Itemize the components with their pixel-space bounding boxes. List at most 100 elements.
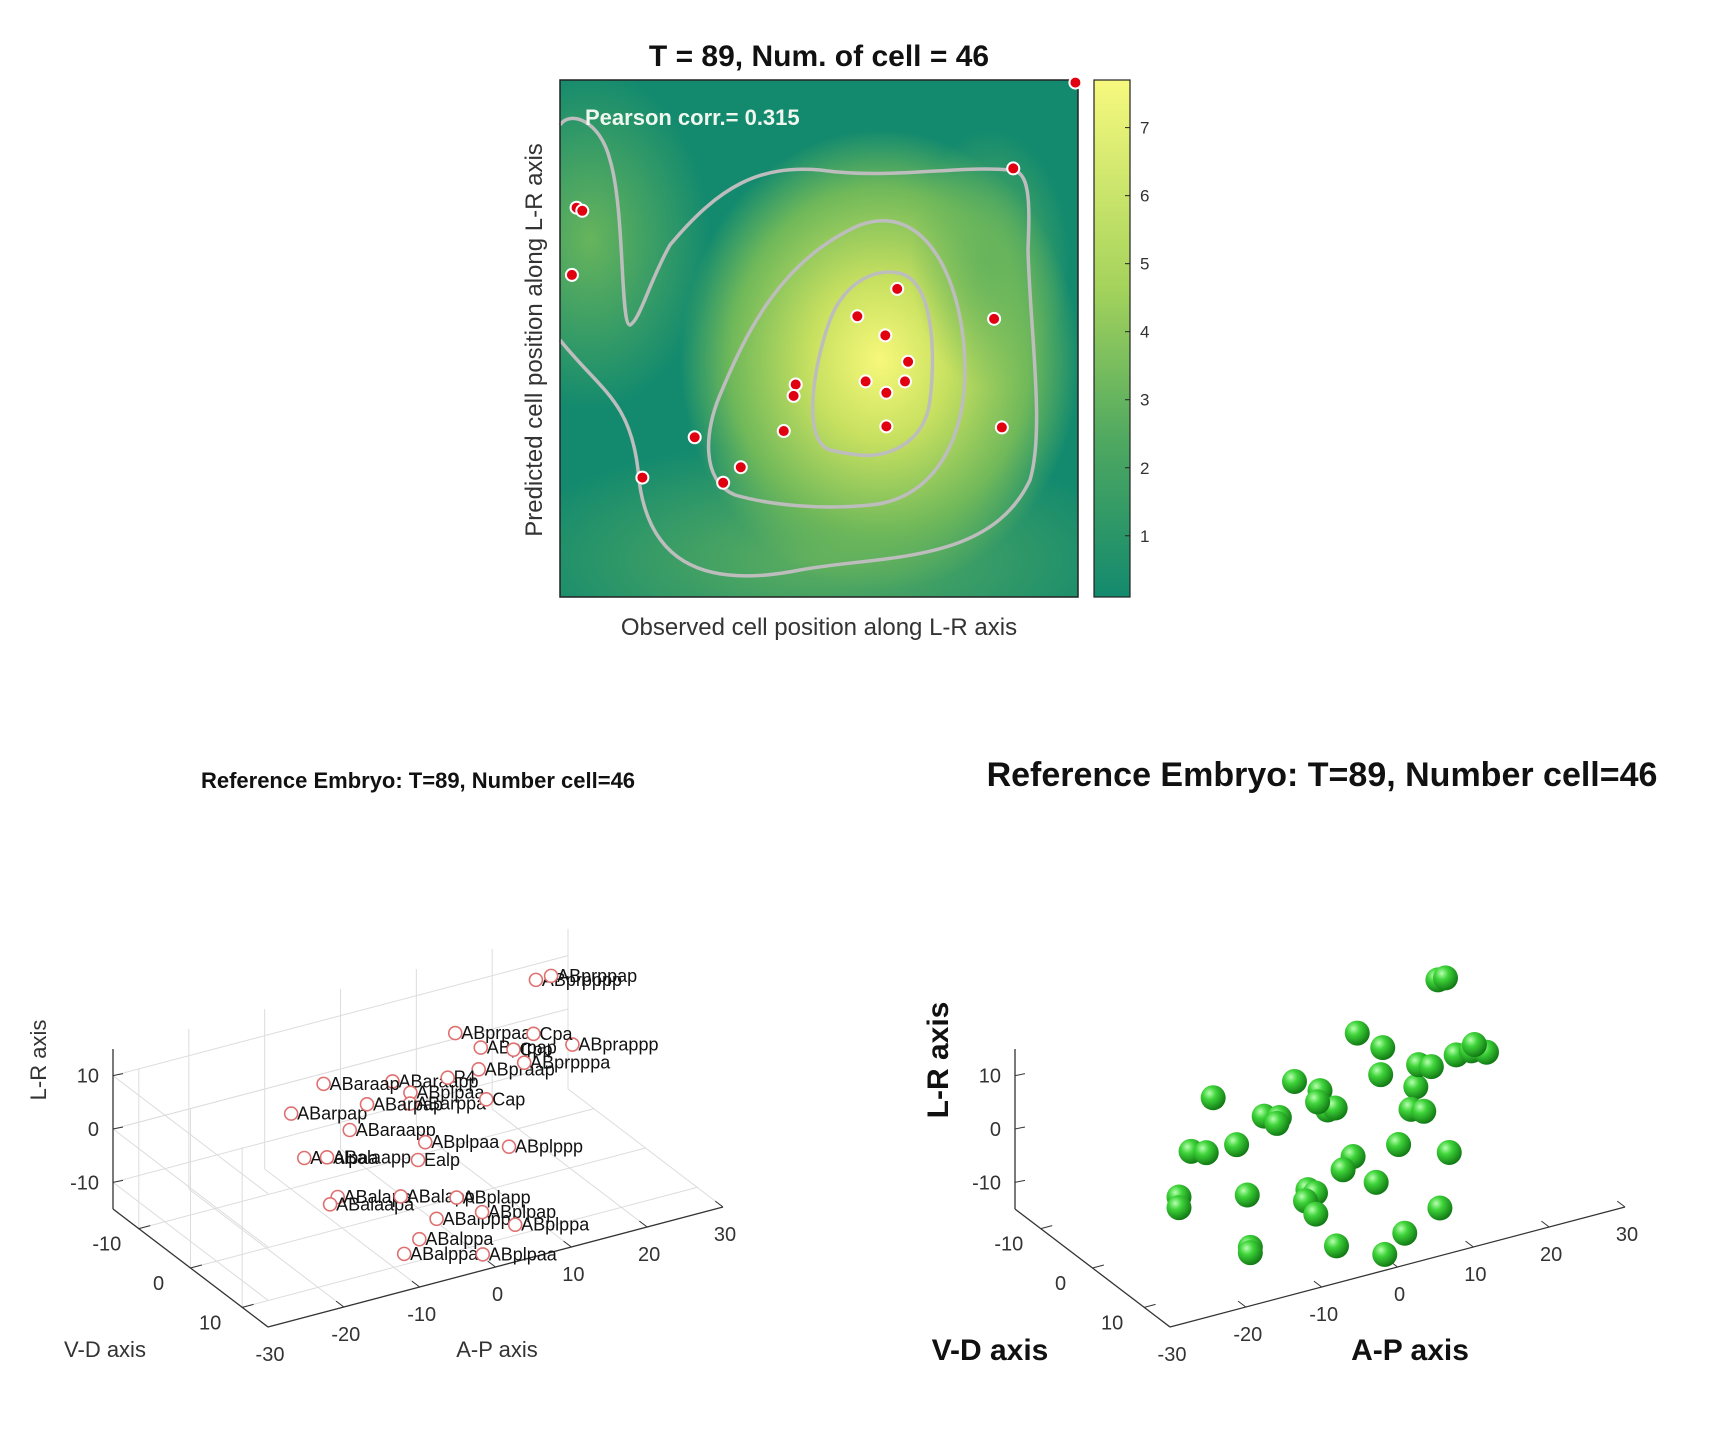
ap-tick-mark: [1616, 1200, 1626, 1208]
cell-sphere: [1392, 1220, 1418, 1246]
ap-tick-mark: [1237, 1300, 1247, 1308]
heatmap-point: [575, 203, 590, 218]
cell-marker: [410, 1152, 426, 1168]
cell-label: ABprppap: [557, 966, 637, 986]
cell-label: ABprpap: [487, 1038, 557, 1058]
vd-tick-mark: [1144, 1303, 1156, 1308]
cell-sphere: [1433, 965, 1458, 991]
vd-tick-mark: [138, 1225, 151, 1230]
heatmap-point: [879, 419, 894, 434]
cell-label: ABprpppp: [542, 970, 622, 990]
labeled-3d-gridlines: [112, 929, 724, 1328]
cell-label: ABalaapp: [333, 1147, 411, 1167]
ap-tick-mark: [1161, 1320, 1171, 1328]
cell-label: ABplpap: [488, 1202, 556, 1222]
contour-inner: [811, 270, 935, 458]
cell-marker: [316, 1076, 331, 1092]
sphere-3d-zlabel: L-R axis: [922, 1002, 955, 1119]
lr-tick-mark: [112, 1073, 124, 1077]
labeled-3d-zlabel: L-R axis: [26, 1020, 51, 1101]
cell-marker: [322, 1197, 338, 1212]
cell-marker: [526, 1026, 541, 1042]
heatmap-point: [1006, 161, 1021, 176]
lr-tick-mark: [1014, 1073, 1026, 1077]
cell-marker: [417, 1134, 433, 1150]
cell-sphere: [1264, 1110, 1290, 1136]
cell-sphere: [1427, 1195, 1453, 1221]
cell-marker: [543, 968, 559, 984]
ap-tick-label: 30: [1616, 1224, 1638, 1246]
ap-tick-label: 20: [1540, 1244, 1562, 1266]
cell-sphere: [1368, 1062, 1394, 1088]
colorbar-ticks: 1 2 3 4 5 6 7: [1125, 119, 1149, 546]
heatmap-plot-frame: [559, 79, 1079, 598]
ap-tick-label: -20: [1233, 1324, 1262, 1346]
cell-label: ABarpap: [373, 1094, 443, 1114]
vd-tick-label: 0: [1055, 1273, 1066, 1295]
cell-marker: [412, 1231, 427, 1247]
gridline: [242, 1186, 698, 1308]
cell-label: ABalppa: [425, 1229, 494, 1249]
ap-tick-label: 30: [714, 1224, 736, 1246]
cell-marker: [359, 1096, 375, 1112]
cell-label: ABprappp: [578, 1035, 658, 1055]
contour-outer: [558, 116, 1039, 578]
cell-sphere: [1370, 1035, 1396, 1061]
cell-label: Cpa: [540, 1024, 574, 1044]
cell-label: ABalppp: [443, 1209, 511, 1229]
cell-marker: [342, 1122, 358, 1138]
ap-tick-label: -30: [256, 1344, 285, 1366]
cell-label: ABplppp: [515, 1137, 583, 1157]
cell-marker: [528, 972, 544, 988]
vd-tick-label: 0: [153, 1273, 164, 1295]
cell-label: ABplpaa: [431, 1132, 500, 1152]
cell-sphere: [1200, 1085, 1226, 1111]
sphere-3d-axes: -30 -20 -10 0 10 20 30 -10 0 10 -10 0 10: [972, 1049, 1638, 1366]
cell-sphere: [1386, 1132, 1412, 1158]
heatmap-title: T = 89, Num. of cell = 46: [649, 40, 989, 73]
heatmap-point: [890, 281, 905, 296]
heatmap-point: [1068, 75, 1083, 90]
heatmap-point: [879, 385, 894, 400]
lr-tick-label: 0: [990, 1119, 1001, 1141]
heatmap-xlabel: Observed cell position along L-R axis: [621, 614, 1017, 641]
cell-marker: [440, 1070, 455, 1086]
labeled-3d-ylabel: V-D axis: [64, 1337, 146, 1362]
cell-sphere: [1303, 1201, 1329, 1227]
cell-sphere: [1372, 1241, 1398, 1267]
ap-tick-label: 0: [1394, 1284, 1405, 1306]
sphere-3d-chart: Reference Embryo: T=89, Number cell=46 -…: [922, 756, 1657, 1367]
colorbar-tick-label: 2: [1140, 459, 1149, 478]
cell-sphere: [1403, 1074, 1429, 1100]
sphere-3d-ylabel: V-D axis: [932, 1334, 1049, 1367]
cell-label: ABprpaa: [461, 1023, 532, 1043]
vd-tick-label: 10: [199, 1312, 221, 1334]
colorbar-tick-label: 4: [1140, 323, 1149, 342]
cell-marker: [393, 1189, 409, 1204]
heatmap-point: [788, 377, 803, 392]
cell-label: ABplppa: [521, 1215, 590, 1235]
vd-tick-mark: [1092, 1264, 1105, 1269]
labeled-3d-chart: Reference Embryo: T=89, Number cell=46 -…: [26, 768, 736, 1366]
heatmap-point: [635, 470, 650, 485]
cell-marker: [319, 1150, 335, 1165]
ap-tick-label: -10: [407, 1304, 436, 1326]
colorbar-tick-label: 3: [1140, 391, 1149, 410]
colorbar: 1 2 3 4 5 6 7: [1093, 79, 1149, 598]
ap-tick-label: 0: [492, 1284, 503, 1306]
cell-label: ABalppa: [410, 1244, 479, 1264]
ap-tick-mark: [1541, 1220, 1550, 1228]
ap-tick-label: -30: [1158, 1344, 1187, 1366]
heatmap-point: [901, 354, 916, 369]
cell-sphere: [1344, 1020, 1370, 1046]
ap-tick-mark: [335, 1300, 345, 1308]
cell-marker: [565, 1037, 580, 1052]
vd-tick-label: 10: [1101, 1312, 1123, 1334]
cell-marker: [296, 1150, 312, 1166]
cell-marker: [449, 1190, 464, 1205]
cell-label: ABplpaa: [489, 1244, 558, 1264]
cell-label: P4: [454, 1068, 476, 1088]
colorbar-tick-label: 6: [1140, 187, 1149, 206]
cell-marker: [473, 1040, 489, 1055]
